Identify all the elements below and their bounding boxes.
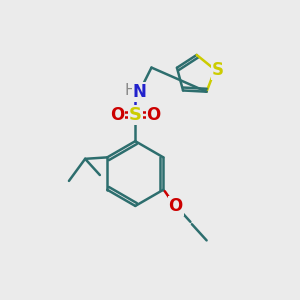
Text: N: N	[133, 83, 147, 101]
Text: O: O	[169, 197, 183, 215]
Text: H: H	[124, 83, 136, 98]
Text: S: S	[129, 106, 142, 124]
Text: O: O	[146, 106, 161, 124]
Text: S: S	[212, 61, 224, 79]
Text: O: O	[110, 106, 124, 124]
